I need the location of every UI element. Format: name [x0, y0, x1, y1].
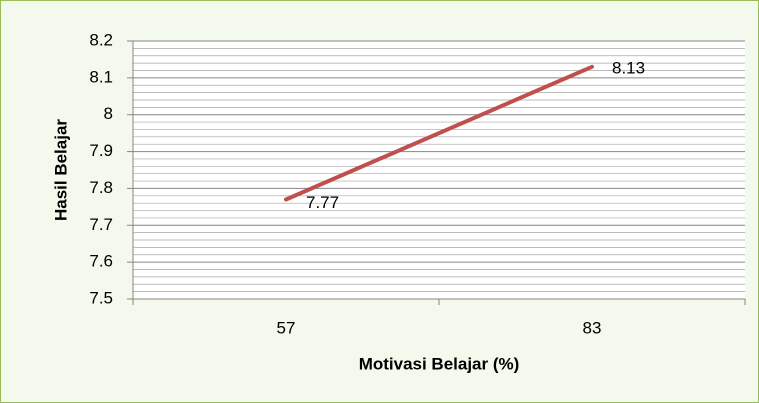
x-axis-title: Motivasi Belajar (%) [359, 354, 520, 373]
y-tick-label: 7.5 [89, 288, 113, 307]
data-line [284, 64, 594, 202]
y-tick-label: 7.8 [89, 178, 113, 197]
y-tick-label: 8.1 [89, 67, 113, 86]
x-tick-label: 57 [277, 318, 296, 337]
y-tick-label: 8 [104, 104, 113, 123]
x-tick-label: 83 [583, 318, 602, 337]
y-tick-label: 7.6 [89, 252, 113, 271]
plot-area [133, 41, 745, 299]
y-axis-title: Hasil Belajar [51, 119, 70, 221]
data-label: 8.13 [612, 58, 645, 77]
y-tick-label: 8.2 [89, 30, 113, 49]
y-tick-label: 7.9 [89, 141, 113, 160]
data-label: 7.77 [306, 193, 339, 212]
y-tick-label: 7.7 [89, 215, 113, 234]
